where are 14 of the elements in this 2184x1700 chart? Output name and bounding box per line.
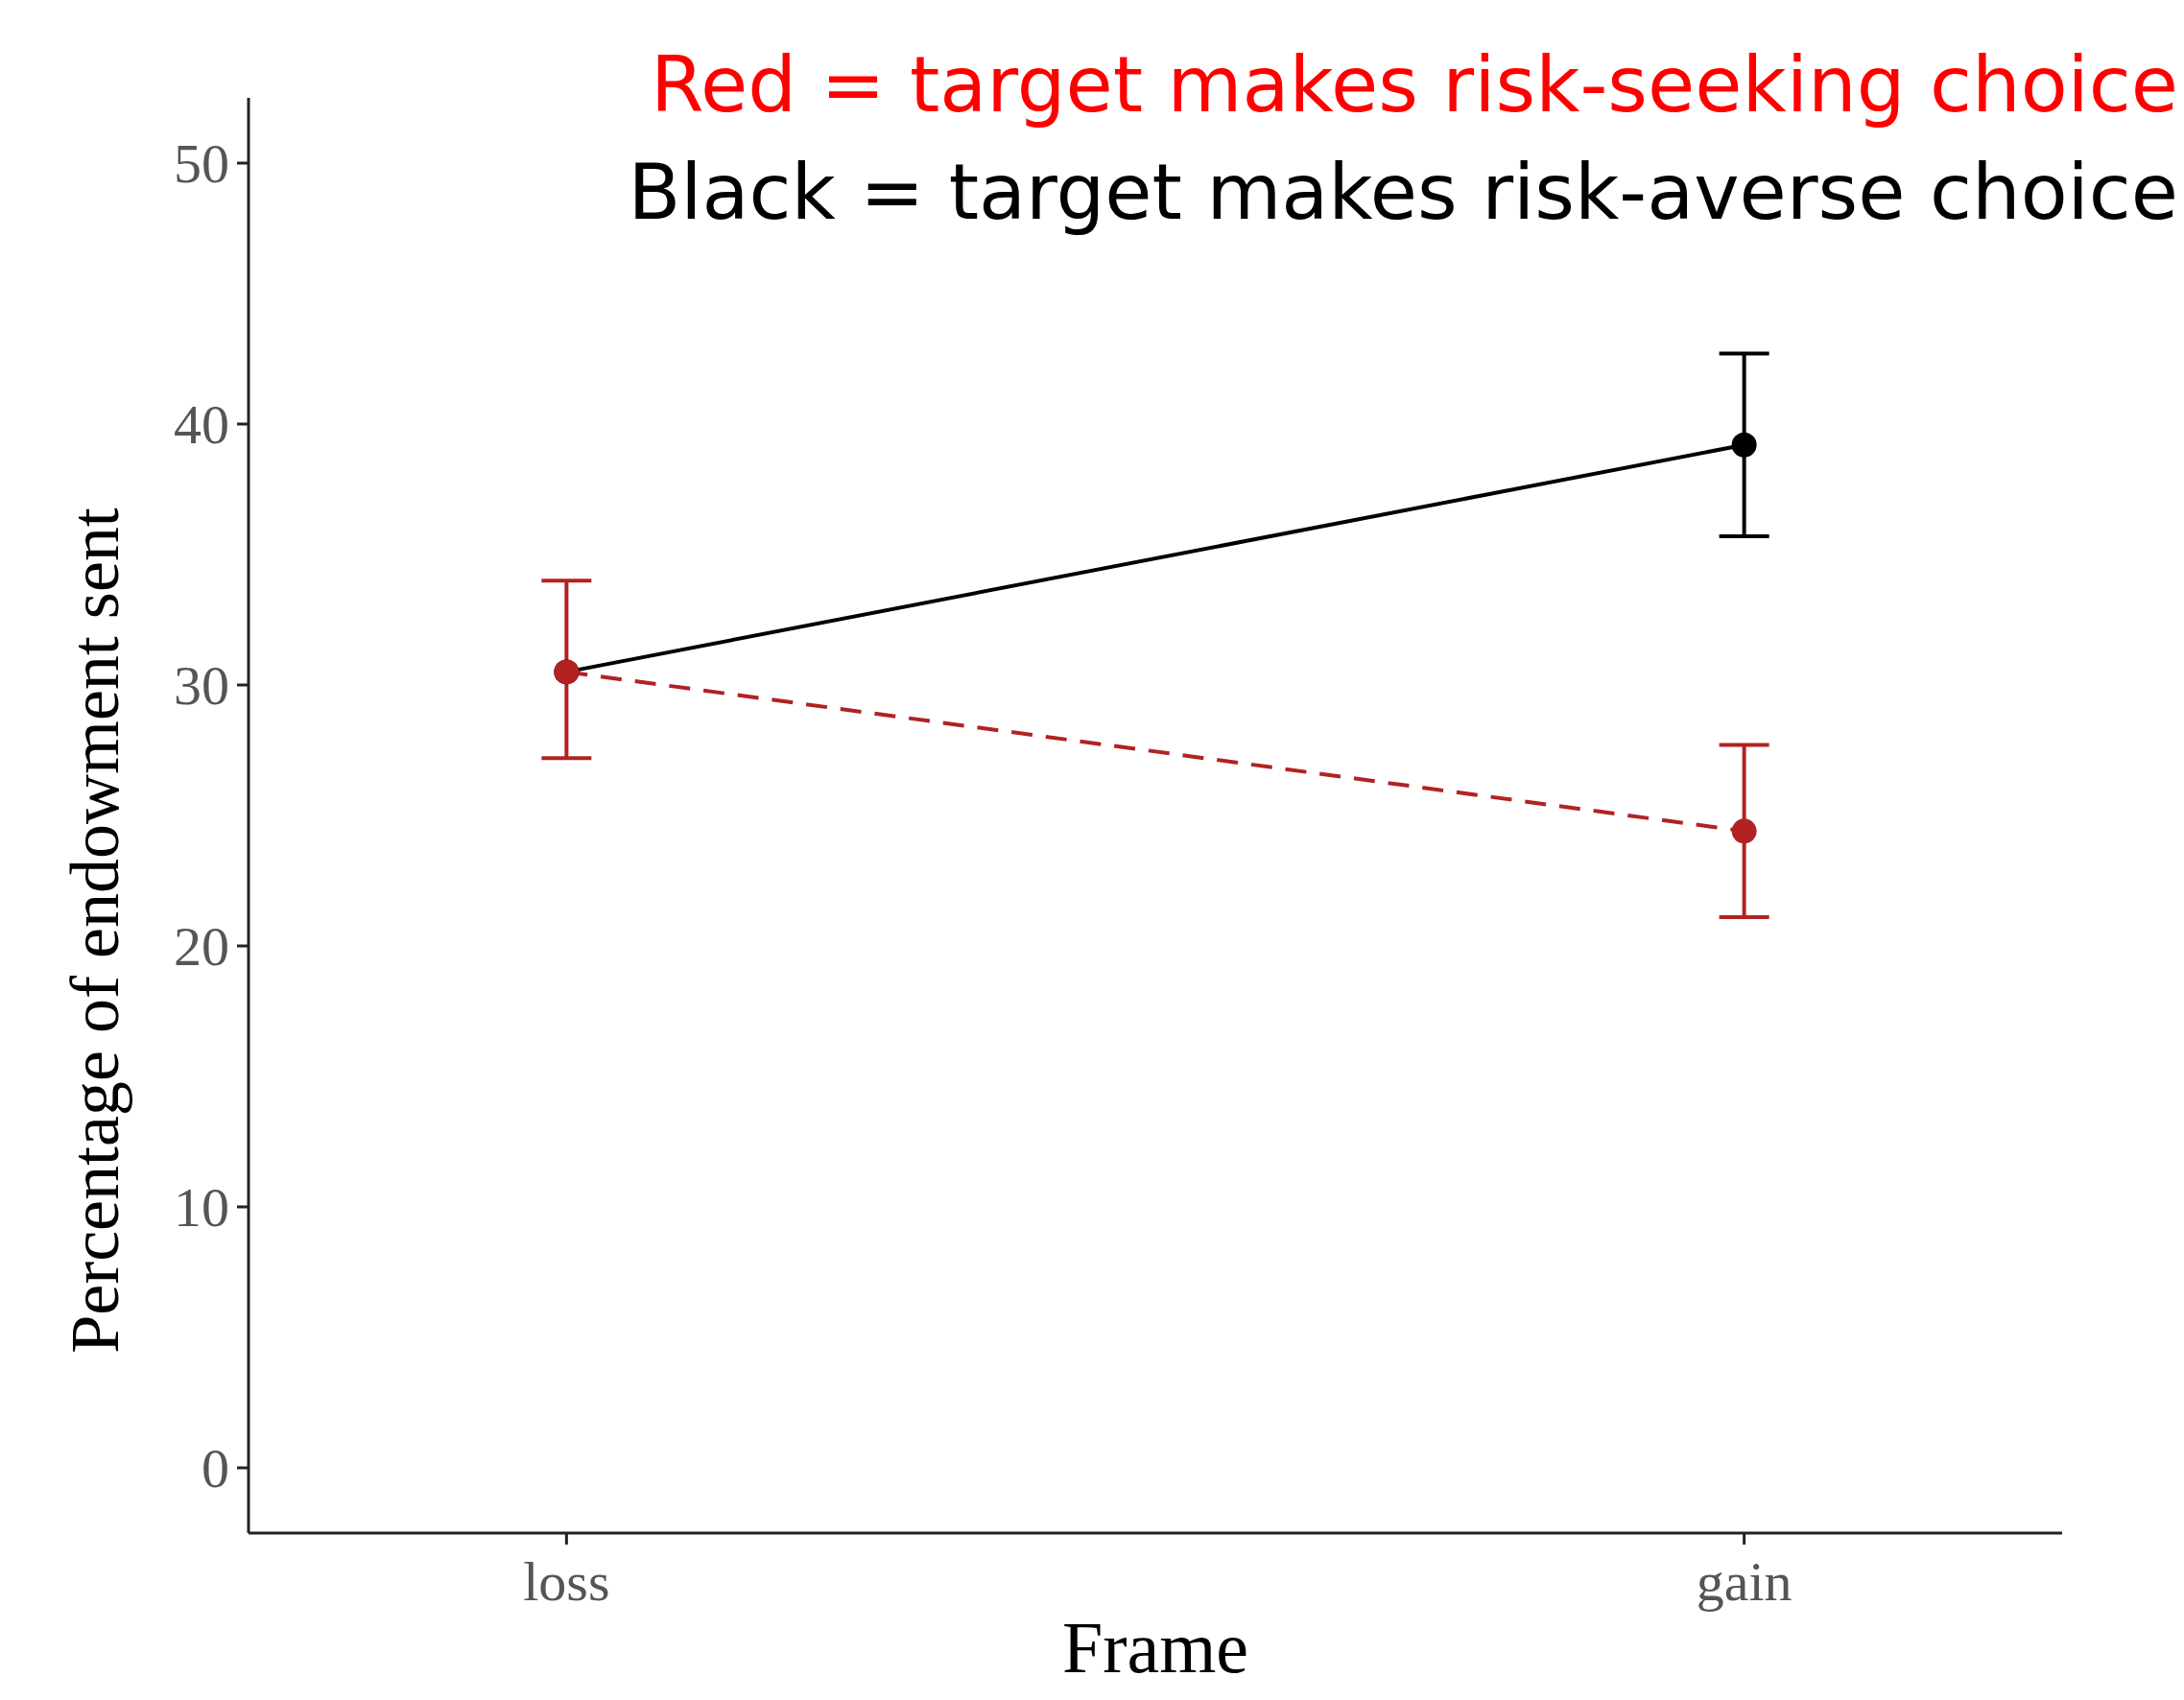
y-tick-label: 40 xyxy=(174,393,229,457)
point xyxy=(1731,432,1757,458)
y-tick-label: 50 xyxy=(174,132,229,196)
y-tick-label: 30 xyxy=(174,654,229,718)
annotation: Black = target makes risk-averse choice xyxy=(628,148,2178,237)
point xyxy=(1731,818,1757,844)
x-tick-label: loss xyxy=(523,1550,610,1613)
y-tick-label: 20 xyxy=(174,915,229,979)
annotation: Red = target makes risk-seeking choice xyxy=(651,40,2178,130)
x-tick-label: gain xyxy=(1696,1550,1792,1613)
x-axis-title: Frame xyxy=(1061,1607,1249,1688)
y-tick-label: 10 xyxy=(174,1176,229,1240)
y-tick-label: 0 xyxy=(202,1437,229,1500)
y-axis-title: Percentage of endowment sent xyxy=(57,508,133,1354)
